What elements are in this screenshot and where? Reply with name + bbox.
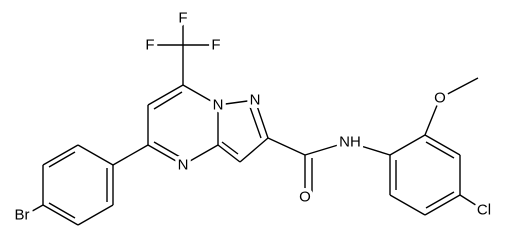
atom-label: Br	[15, 207, 30, 224]
atom-label: N	[213, 97, 224, 114]
bonds	[26, 18, 483, 226]
molecule-diagram: F F F N N N O NH O Cl Br	[11, 6, 495, 227]
atom-label: Cl	[477, 202, 491, 219]
atom-label: N	[250, 92, 261, 109]
atom-labels: F F F N N N O NH O Cl Br	[11, 6, 495, 227]
atom-label: N	[178, 157, 189, 174]
atom-label: F	[211, 37, 220, 54]
atom-label: F	[178, 10, 187, 27]
atom-label: O	[299, 189, 311, 206]
atom-label: NH	[339, 134, 361, 151]
atom-label: F	[145, 37, 154, 54]
atom-label: O	[434, 90, 446, 107]
